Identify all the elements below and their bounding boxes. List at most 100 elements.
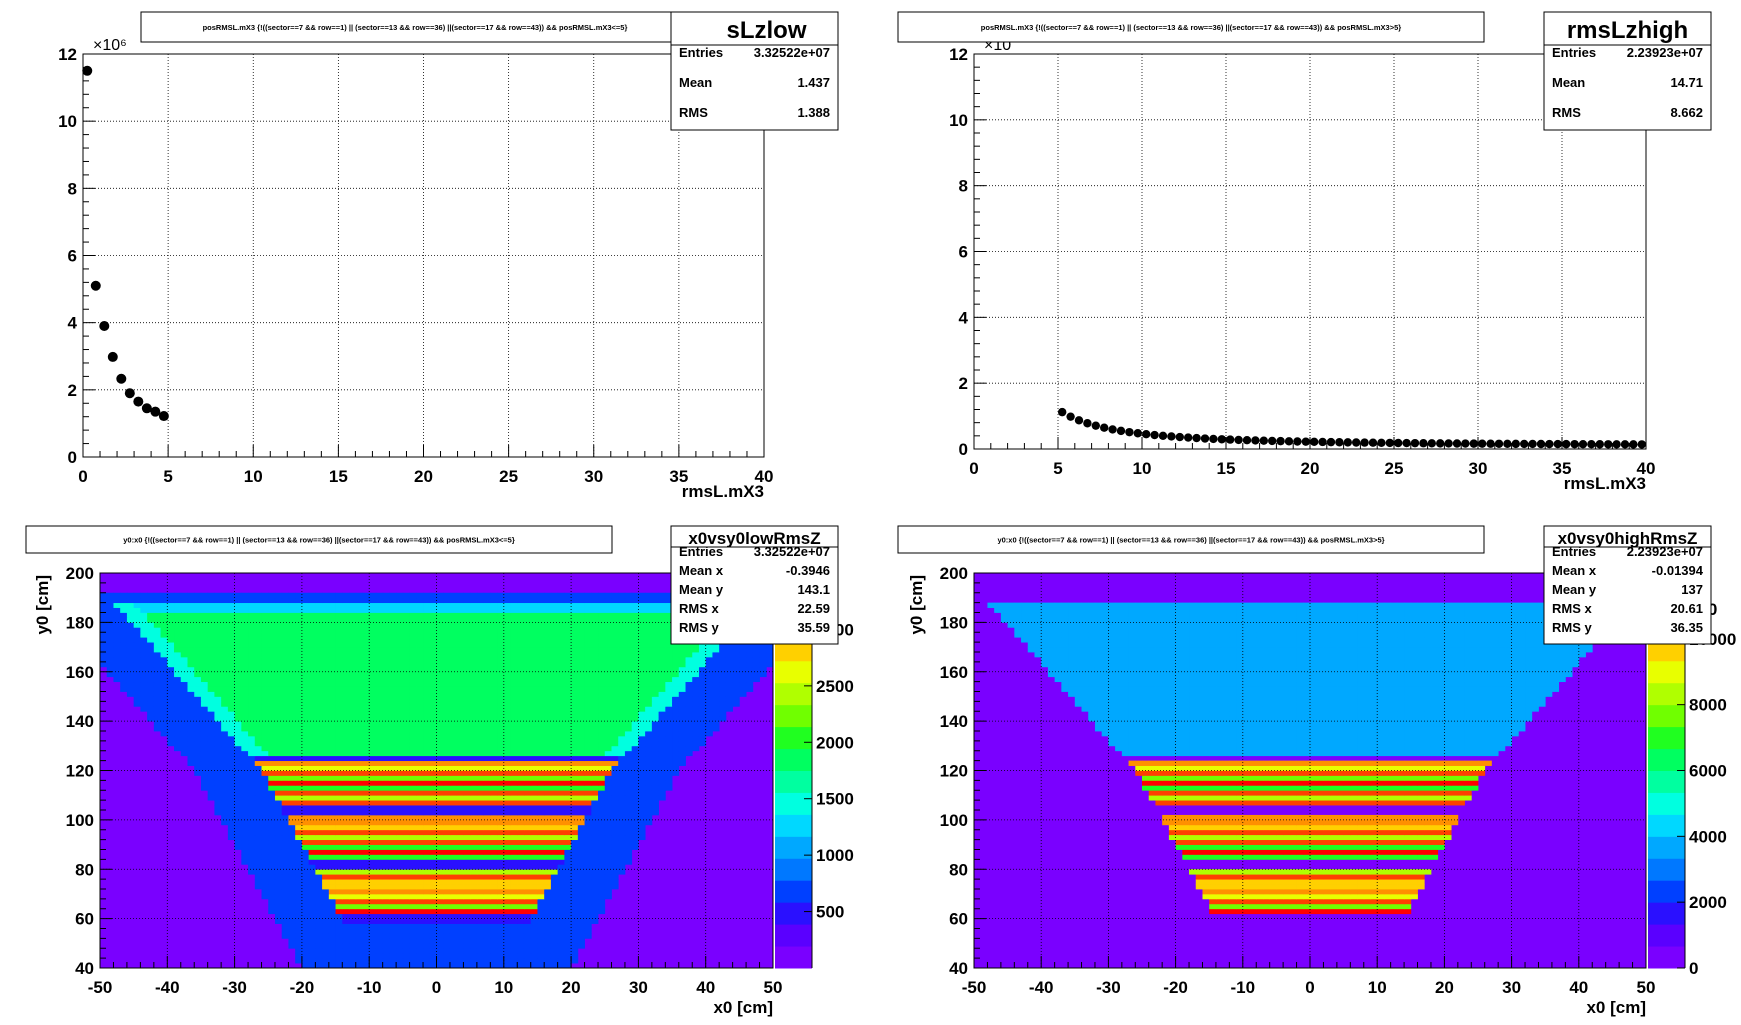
data-point — [1209, 434, 1218, 444]
heatmap-cell — [564, 923, 572, 929]
heatmap-cell — [416, 918, 424, 924]
heatmap-cell — [510, 770, 518, 776]
heatmap-cell — [517, 666, 525, 673]
heatmap-cell — [449, 661, 458, 668]
heatmap-cell — [375, 785, 384, 791]
heatmap-cell — [544, 642, 552, 648]
heatmap-cell — [389, 854, 397, 860]
heatmap-cell — [449, 839, 458, 845]
heatmap-cell — [651, 711, 659, 717]
data-point — [1620, 440, 1630, 449]
heatmap-cell — [470, 889, 478, 895]
heatmap-cell — [396, 874, 404, 880]
heatmap-cell — [423, 656, 431, 663]
heatmap-cell — [248, 869, 256, 875]
heatmap-cell — [268, 711, 276, 717]
heatmap-cell — [571, 637, 579, 643]
heatmap-cell — [490, 948, 498, 954]
heatmap-cell — [288, 671, 296, 678]
heatmap-cell — [550, 884, 559, 890]
heatmap-cell — [281, 834, 289, 841]
heatmap-cell — [261, 795, 269, 801]
heatmap-cell — [402, 740, 410, 747]
heatmap-cell — [409, 834, 417, 841]
heatmap-cell — [544, 765, 552, 771]
heatmap-cell — [530, 859, 538, 865]
heatmap-cell — [234, 780, 242, 786]
heatmap-cell — [369, 691, 377, 697]
heatmap-cell — [342, 676, 350, 683]
heatmap-cell — [557, 819, 565, 826]
heatmap-cell — [631, 637, 639, 643]
heatmap-cell — [369, 696, 377, 702]
heatmap-cell — [180, 666, 188, 673]
heatmap-cell — [261, 637, 269, 643]
heatmap-cell — [221, 790, 229, 796]
heatmap-cell — [624, 760, 633, 766]
heatmap-cell — [523, 731, 532, 737]
heatmap-cell — [530, 893, 538, 900]
heatmap-cell — [658, 681, 666, 687]
heatmap-cell — [423, 913, 431, 920]
heatmap-cell — [618, 869, 626, 875]
heatmap-cell — [241, 647, 249, 653]
heatmap-cell — [194, 642, 202, 648]
heatmap-cell — [443, 869, 451, 875]
heatmap-cell — [429, 814, 437, 821]
heatmap-cell — [463, 800, 471, 806]
heatmap-cell — [147, 632, 155, 638]
heatmap-cell — [382, 706, 390, 712]
heatmap-cell — [362, 691, 370, 697]
heatmap-cell — [342, 716, 350, 722]
heatmap-cell — [483, 726, 491, 732]
heatmap-cell — [510, 726, 518, 732]
heatmap-cell — [214, 676, 222, 683]
heatmap-cell — [631, 686, 639, 692]
heatmap-cell — [476, 943, 485, 949]
heatmap-cell — [194, 632, 202, 638]
heatmap-cell — [227, 775, 235, 781]
heatmap-cell — [241, 716, 249, 722]
heatmap-cell — [591, 745, 599, 752]
heatmap-cell — [503, 829, 511, 836]
heatmap-cell — [214, 775, 222, 781]
heatmap-cell — [577, 676, 585, 683]
heatmap-cell — [281, 918, 289, 924]
heatmap-cell — [672, 745, 680, 752]
heatmap-cell — [591, 750, 599, 757]
heatmap-cell — [288, 656, 296, 663]
heatmap-cell — [456, 716, 464, 722]
heatmap-cell — [221, 711, 229, 717]
heatmap-cell — [369, 716, 377, 722]
heatmap-cell — [200, 731, 209, 737]
heatmap-cell — [409, 780, 417, 786]
heatmap-cell — [369, 711, 377, 717]
heatmap-cell — [382, 745, 390, 752]
heatmap-cell — [227, 686, 235, 692]
heatmap-cell — [591, 814, 599, 821]
heatmap-cell — [483, 716, 491, 722]
heatmap-cell — [725, 696, 734, 702]
heatmap-cell — [591, 706, 599, 712]
heatmap-cell — [301, 814, 310, 821]
heatmap-cell — [248, 750, 256, 757]
heatmap-cell — [261, 701, 269, 707]
heatmap-cell — [665, 652, 673, 658]
heatmap-cell — [207, 656, 215, 663]
heatmap-cell — [584, 706, 592, 712]
heatmap-cell — [308, 656, 316, 663]
heatmap-cell — [281, 642, 289, 648]
heatmap-cell — [557, 750, 565, 757]
heatmap-cell — [510, 805, 518, 811]
heatmap-cell — [342, 869, 350, 875]
heatmap-cell — [611, 785, 619, 791]
heatmap-cell — [678, 731, 686, 737]
heatmap-cell — [463, 889, 471, 895]
heatmap-cell — [557, 958, 565, 964]
heatmap-cell — [463, 637, 471, 643]
heatmap-cell — [577, 938, 585, 944]
heatmap-cell — [382, 780, 390, 786]
heatmap-cell — [221, 656, 229, 663]
heatmap-cell — [362, 834, 370, 841]
heatmap-cell — [503, 780, 511, 786]
